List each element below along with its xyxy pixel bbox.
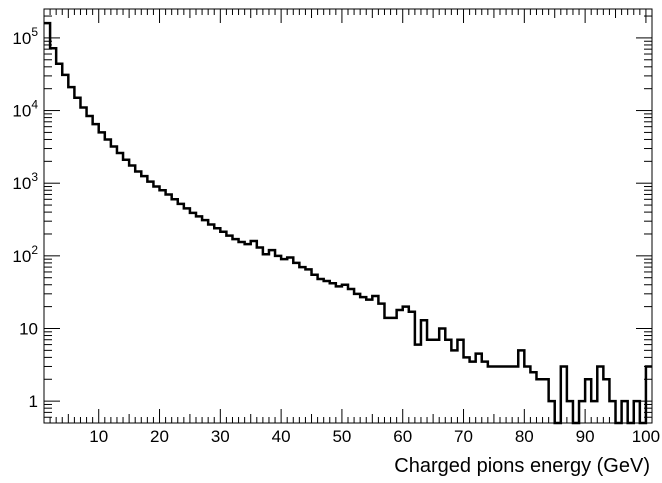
x-tick-label: 70 bbox=[454, 427, 473, 446]
x-tick-label: 30 bbox=[211, 427, 230, 446]
y-tick-label: 103 bbox=[12, 170, 38, 193]
y-tick-label: 1 bbox=[29, 392, 38, 411]
x-tick-label: 60 bbox=[393, 427, 412, 446]
x-tick-label: 50 bbox=[332, 427, 351, 446]
x-axis-ticks: 10 20 30 40 50 60 70 80 90 100 bbox=[49, 9, 660, 446]
x-tick-label: 100 bbox=[632, 427, 660, 446]
x-tick-label: 20 bbox=[150, 427, 169, 446]
x-tick-label: 90 bbox=[576, 427, 595, 446]
plot-frame bbox=[43, 8, 653, 424]
y-tick-label: 102 bbox=[12, 243, 38, 266]
y-tick-label: 105 bbox=[12, 25, 38, 48]
y-tick-label: 104 bbox=[12, 98, 38, 121]
histogram-series-line bbox=[44, 21, 652, 425]
x-axis-label: Charged pions energy (GeV) bbox=[394, 455, 650, 477]
x-tick-label: 40 bbox=[272, 427, 291, 446]
x-tick-label: 80 bbox=[515, 427, 534, 446]
x-tick-label: 10 bbox=[89, 427, 108, 446]
y-tick-label: 10 bbox=[19, 319, 38, 338]
